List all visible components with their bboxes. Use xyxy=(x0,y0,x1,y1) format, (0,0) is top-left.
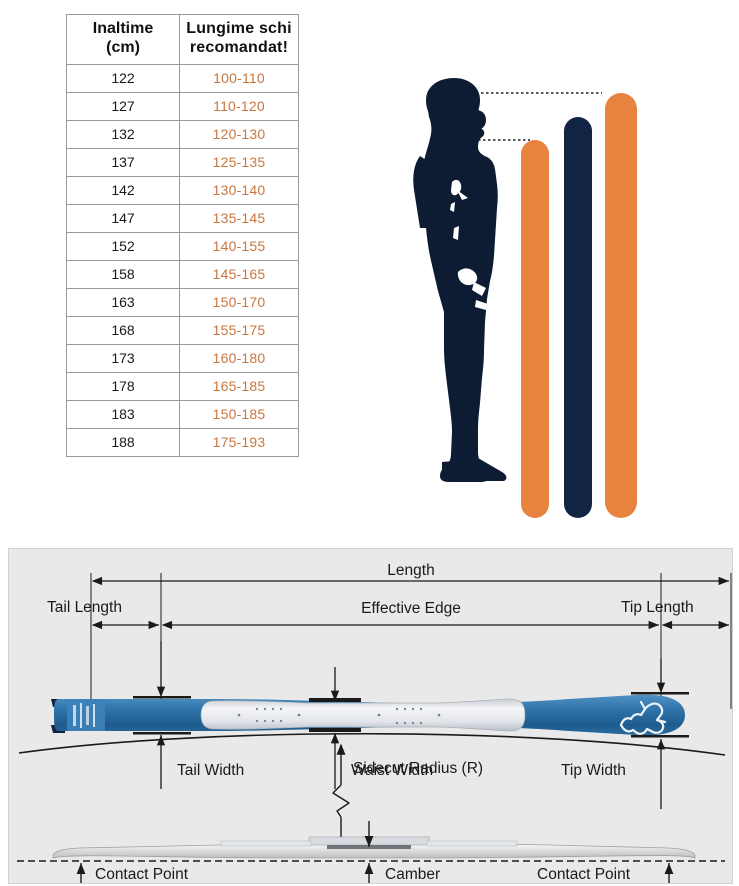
cell-recommended-length: 110-120 xyxy=(179,91,299,121)
ski-tall-orange xyxy=(605,93,637,518)
reference-lines xyxy=(90,573,732,709)
cell-recommended-length: 120-130 xyxy=(179,119,299,149)
table-row: 132 120-130 xyxy=(66,119,299,149)
cell-recommended-length: 125-135 xyxy=(179,147,299,177)
skier-ski-illustration xyxy=(390,60,720,530)
label-tip-length: Tip Length xyxy=(621,599,694,616)
cell-recommended-length: 165-185 xyxy=(179,371,299,401)
label-length: Length xyxy=(387,562,434,579)
cell-recommended-length: 155-175 xyxy=(179,315,299,345)
table-row: 152 140-155 xyxy=(66,231,299,261)
cell-height: 158 xyxy=(66,259,180,289)
cell-height: 122 xyxy=(66,63,180,93)
table-row: 142 130-140 xyxy=(66,175,299,205)
table-row: 188 175-193 xyxy=(66,427,299,457)
label-contact-point-left: Contact Point xyxy=(95,866,189,883)
cell-height: 127 xyxy=(66,91,180,121)
table-row: 173 160-180 xyxy=(66,343,299,373)
table-row: 122 100-110 xyxy=(66,63,299,93)
cell-recommended-length: 140-155 xyxy=(179,231,299,261)
label-waist-width: Waist Width xyxy=(351,762,433,779)
section-divider xyxy=(0,543,739,544)
cell-height: 183 xyxy=(66,399,180,429)
label-contact-point-right: Contact Point xyxy=(537,866,631,883)
column-header-recommended: Lungime schi recomandat! xyxy=(179,14,299,65)
cell-height: 173 xyxy=(66,343,180,373)
ski-medium-navy xyxy=(564,117,592,518)
table-row: 158 145-165 xyxy=(66,259,299,289)
cell-recommended-length: 100-110 xyxy=(179,63,299,93)
column-header-recommended-line1: Lungime schi xyxy=(186,20,292,37)
table-row: 168 155-175 xyxy=(66,315,299,345)
table-row: 147 135-145 xyxy=(66,203,299,233)
cell-recommended-length: 150-170 xyxy=(179,287,299,317)
ski-tail-branding xyxy=(73,703,95,728)
table-row: 127 110-120 xyxy=(66,91,299,121)
table-row: 163 150-170 xyxy=(66,287,299,317)
cell-recommended-length: 145-165 xyxy=(179,259,299,289)
ski-anatomy-panel: Length Tail Length Effective Edge Tip Le… xyxy=(8,548,733,884)
cell-height: 178 xyxy=(66,371,180,401)
cell-height: 142 xyxy=(66,175,180,205)
ski-short-orange xyxy=(521,140,549,518)
label-effective-edge: Effective Edge xyxy=(361,600,461,617)
cell-height: 163 xyxy=(66,287,180,317)
label-sidecut-radius: Sidecut Radius (R) xyxy=(353,760,483,777)
top-section: Inaltime (cm) Lungime schi recomandat! 1… xyxy=(66,14,720,530)
column-header-height-line2: (cm) xyxy=(106,38,140,56)
skier-jacket-details xyxy=(450,179,488,310)
cell-height: 132 xyxy=(66,119,180,149)
cell-recommended-length: 150-185 xyxy=(179,399,299,429)
cell-height: 137 xyxy=(66,147,180,177)
ski-top-view xyxy=(51,692,689,738)
table-row: 137 125-135 xyxy=(66,147,299,177)
label-camber: Camber xyxy=(385,866,440,883)
table-header-row: Inaltime (cm) Lungime schi recomandat! xyxy=(66,14,299,65)
sidecut-arc xyxy=(18,732,726,756)
cell-height: 152 xyxy=(66,231,180,261)
column-header-height: Inaltime (cm) xyxy=(66,14,180,65)
table-row: 183 150-185 xyxy=(66,399,299,429)
column-header-recommended-line2: recomandat! xyxy=(189,38,289,56)
cell-height: 168 xyxy=(66,315,180,345)
ski-side-profile xyxy=(52,836,696,859)
label-tail-length: Tail Length xyxy=(47,599,122,616)
binding-mount-marks xyxy=(237,707,441,725)
cell-recommended-length: 130-140 xyxy=(179,175,299,205)
cell-recommended-length: 160-180 xyxy=(179,343,299,373)
table-row: 178 165-185 xyxy=(66,371,299,401)
label-tail-width: Tail Width xyxy=(177,762,244,779)
cell-height: 147 xyxy=(66,203,180,233)
skier-silhouette xyxy=(413,78,507,483)
cell-recommended-length: 135-145 xyxy=(179,203,299,233)
cell-recommended-length: 175-193 xyxy=(179,427,299,457)
column-header-height-line1: Inaltime xyxy=(92,20,154,37)
ski-size-chart-table: Inaltime (cm) Lungime schi recomandat! 1… xyxy=(66,14,299,457)
ski-tip-logo xyxy=(619,700,667,735)
label-tip-width: Tip Width xyxy=(561,762,626,779)
waist-marker-bottom xyxy=(309,728,361,732)
cell-height: 188 xyxy=(66,427,180,457)
